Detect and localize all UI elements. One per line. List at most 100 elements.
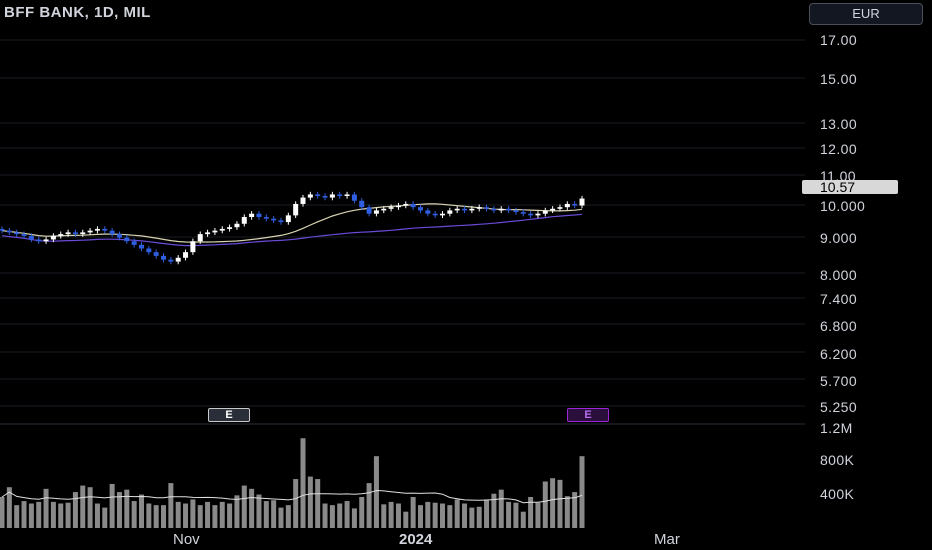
volume-bar xyxy=(329,505,335,528)
candle-body xyxy=(271,218,277,221)
volume-bar xyxy=(462,503,468,528)
volume-bar xyxy=(373,456,379,528)
volume-bar xyxy=(65,502,71,528)
candle-body xyxy=(219,228,225,231)
candle-body xyxy=(359,200,365,208)
volume-bar xyxy=(278,507,284,528)
volume-bar xyxy=(432,502,438,528)
candle-body xyxy=(307,194,313,198)
candle-body xyxy=(175,257,181,262)
volume-bar xyxy=(256,494,262,528)
currency-button[interactable]: EUR xyxy=(809,3,923,25)
volume-bar xyxy=(72,492,78,528)
volume-bar xyxy=(410,496,416,528)
volume-bar xyxy=(271,500,277,528)
volume-bar xyxy=(469,507,475,528)
candle-body xyxy=(484,207,490,209)
volume-bar xyxy=(175,501,181,528)
candle-body xyxy=(425,210,431,214)
volume-bar xyxy=(241,485,247,528)
candle-body xyxy=(285,215,291,223)
volume-bar xyxy=(212,505,218,528)
candle-body xyxy=(351,194,357,201)
volume-bar xyxy=(43,488,49,528)
time-label: Nov xyxy=(173,531,200,548)
earnings-marker-upcoming[interactable]: E xyxy=(567,408,609,422)
volume-bar xyxy=(447,505,453,528)
volume-bar xyxy=(366,483,372,528)
candle-body xyxy=(417,207,423,211)
volume-bar xyxy=(337,503,343,528)
volume-bar xyxy=(36,501,42,528)
volume-bars xyxy=(0,438,585,528)
volume-bar xyxy=(138,494,144,528)
volume-bar xyxy=(190,499,196,528)
candle-body xyxy=(557,207,563,209)
candle-body xyxy=(293,203,299,216)
price-tick: 5.250 xyxy=(820,399,858,415)
volume-bar xyxy=(109,483,115,528)
price-tick: 6.800 xyxy=(820,318,858,334)
candle-body xyxy=(388,207,394,209)
price-tick: 15.00 xyxy=(820,71,858,87)
volume-bar xyxy=(381,504,387,528)
candle-body xyxy=(506,208,512,211)
candle-body xyxy=(373,210,379,214)
volume-bar xyxy=(528,496,534,528)
volume-bar xyxy=(476,506,482,528)
candle-body xyxy=(146,248,152,253)
volume-bar xyxy=(388,501,394,528)
candle-body xyxy=(50,235,56,240)
candle-body xyxy=(153,252,159,256)
volume-bar xyxy=(550,478,556,528)
volume-bar xyxy=(351,508,357,528)
price-gridlines xyxy=(0,39,805,425)
candle-body xyxy=(469,208,475,211)
volume-bar xyxy=(417,505,423,528)
candle-body xyxy=(234,223,240,228)
volume-bar xyxy=(153,505,159,528)
candle-body xyxy=(183,252,189,258)
candle-body xyxy=(278,220,284,223)
price-tick: 12.00 xyxy=(820,141,858,157)
volume-bar xyxy=(102,507,108,528)
volume-bar xyxy=(80,485,86,528)
volume-bar xyxy=(197,505,203,528)
volume-bar xyxy=(263,501,269,528)
candle-body xyxy=(227,227,233,229)
volume-bar xyxy=(168,483,174,528)
price-tick: 17.00 xyxy=(820,32,858,48)
candle-body xyxy=(564,203,570,208)
candle-body xyxy=(579,198,585,206)
candle-body xyxy=(0,228,5,231)
volume-bar xyxy=(344,501,350,528)
candle-body xyxy=(476,207,482,209)
price-tick: 5.700 xyxy=(820,373,858,389)
candle-body xyxy=(337,194,343,197)
volume-bar xyxy=(564,496,570,528)
volume-bar xyxy=(131,501,137,528)
candle-body xyxy=(447,210,453,214)
volume-bar xyxy=(322,503,328,528)
volume-bar xyxy=(58,503,64,528)
candle-body xyxy=(542,210,548,214)
volume-bar xyxy=(227,503,233,528)
volume-bar xyxy=(403,511,409,528)
volume-bar xyxy=(395,503,401,528)
volume-bar xyxy=(359,496,365,528)
volume-bar xyxy=(161,505,167,528)
volume-bar xyxy=(116,492,122,528)
candle-body xyxy=(432,213,438,216)
price-tick: 10.000 xyxy=(820,198,866,214)
candle-body xyxy=(395,205,401,208)
candle-body xyxy=(410,203,416,208)
volume-bar xyxy=(14,505,20,528)
candle-body xyxy=(80,232,86,235)
earnings-marker-past[interactable]: E xyxy=(208,408,250,422)
volume-bar xyxy=(293,479,299,528)
candle-body xyxy=(329,194,335,198)
candle-body xyxy=(94,228,100,231)
candle-body xyxy=(322,196,328,198)
volume-bar xyxy=(285,505,291,528)
